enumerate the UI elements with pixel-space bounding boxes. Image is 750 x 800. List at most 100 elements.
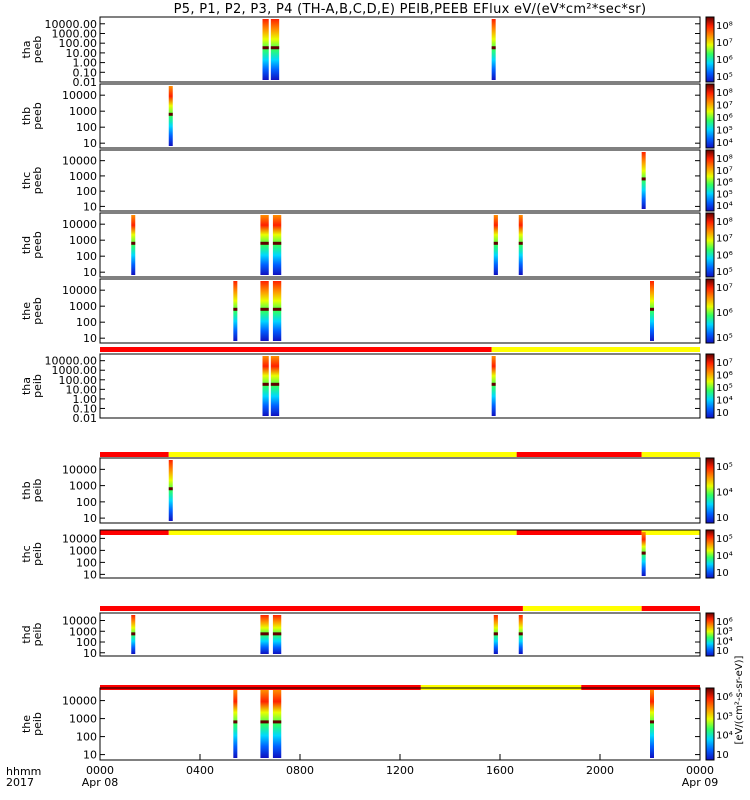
data-burst-peak <box>494 632 498 635</box>
data-burst-peak <box>494 242 498 245</box>
y-tick-label: 0.01 <box>73 412 98 425</box>
colorbar-tick-label: 10⁷ <box>716 358 733 369</box>
colorbar-tick-label: 10⁵ <box>716 126 733 137</box>
colorbar-tick-label: 10⁷ <box>716 101 733 112</box>
panel-frame <box>100 354 700 418</box>
y-tick-label: 0.01 <box>73 76 98 89</box>
colorbar-tick-label: 10⁵ <box>716 711 733 722</box>
y-tick-label: 100 <box>76 731 97 744</box>
colorbar-tick-label: 10⁴ <box>716 201 733 212</box>
status-bar-segment <box>100 452 169 457</box>
colorbar-tick-label: 10⁴ <box>716 551 733 562</box>
colorbar-tick-label: 10⁳ <box>716 568 729 579</box>
colorbar-tick-label: 10⁵ <box>716 383 733 394</box>
y-tick-label: 10000 <box>62 284 97 297</box>
data-burst-peak <box>233 308 237 311</box>
panel-frame <box>100 530 700 578</box>
data-burst <box>233 281 237 341</box>
spectrogram-panel: 10000 1000 100 10 thbpeeb 10⁸ 10⁷10⁶ 10⁵10⁴ <box>20 84 733 150</box>
colorbar-tick-label: 10⁳ <box>716 646 729 657</box>
panel-frame <box>100 213 700 277</box>
colorbar <box>706 613 714 656</box>
panel-frame <box>100 279 700 343</box>
data-burst-peak <box>169 487 173 490</box>
y-tick-label: 100 <box>76 185 97 198</box>
data-burst-peak <box>492 383 496 386</box>
colorbar-tick-label: 10⁴ <box>716 396 733 407</box>
panel-frame <box>100 458 700 523</box>
data-burst <box>260 281 268 341</box>
data-burst-peak <box>519 242 523 245</box>
colorbar-tick-label: 10⁳ <box>716 750 729 761</box>
spectrogram-panel: 10000100010010thcpeib10⁵10⁴10⁳ <box>20 530 733 581</box>
data-burst <box>642 152 646 209</box>
x-tick-label: 0400 <box>186 764 214 777</box>
data-burst-peak <box>492 46 496 49</box>
colorbar-tick-label: 10⁵ <box>716 189 733 200</box>
spectrogram-panel: 10000 1000 100 10 thbpeib 10⁵ 10⁴ 10⁳ <box>20 452 733 525</box>
colorbar-tick-label: 10⁵ <box>716 462 733 473</box>
colorbar-tick-label: 10⁷ <box>716 234 733 245</box>
data-burst <box>273 281 281 341</box>
data-burst-peak <box>650 308 654 311</box>
status-bar-segment <box>517 452 642 457</box>
data-burst <box>233 690 237 758</box>
y-axis-label: peib <box>31 479 44 503</box>
colorbar-tick-label: 10⁸ <box>716 154 733 165</box>
data-burst-peak <box>169 113 173 116</box>
data-burst-peak <box>271 46 279 49</box>
data-burst-peak <box>271 383 279 386</box>
spectrogram-panel: 10000 1000 100 10 thcpeeb 10⁸10⁷10⁶10⁵10⁴ <box>20 150 733 213</box>
colorbar <box>706 17 714 82</box>
y-tick-label: 10 <box>83 749 97 762</box>
x-tick-label: 1200 <box>386 764 414 777</box>
colorbar-tick-label: 10⁶ <box>716 308 733 319</box>
x-tick-label: 0800 <box>286 764 314 777</box>
y-axis-label: peib <box>31 374 44 398</box>
colorbar-tick-label: 10⁵ <box>716 534 733 545</box>
colorbar-tick-label: 10⁷ <box>716 283 733 294</box>
colorbar <box>706 84 714 148</box>
colorbar-tick-label: 10⁶ <box>716 55 733 66</box>
data-burst-peak <box>260 242 268 245</box>
colorbar <box>706 213 714 277</box>
status-bar-segment <box>169 530 517 535</box>
y-tick-label: 10 <box>83 647 97 660</box>
y-tick-label: 10000 <box>62 695 97 708</box>
y-axis-label: peib <box>31 623 44 647</box>
data-burst-peak <box>642 552 646 555</box>
y-tick-label: 100 <box>76 250 97 263</box>
colorbar-tick-label: 10⁶ <box>716 692 733 703</box>
colorbar-units-label: [eV/(cm²-s-sr-eV)] <box>734 655 745 744</box>
data-burst-peak <box>273 720 281 723</box>
spectrogram-panel: 10000100010010 thdpeib 10⁶10⁵10⁴10⁳ <box>20 606 733 660</box>
status-bar-segment <box>642 530 700 535</box>
status-bar-segment <box>642 452 700 457</box>
y-tick-label: 10 <box>83 332 97 345</box>
data-burst-peak <box>273 308 281 311</box>
y-tick-label: 1000 <box>69 105 97 118</box>
y-tick-label: 10000 <box>62 155 97 168</box>
spectrogram-panel: 10000.001000.00100.0010.001.000.100.01th… <box>20 347 733 425</box>
status-bar-segment <box>523 606 642 611</box>
colorbar-tick-label: 10⁸ <box>716 88 733 99</box>
colorbar <box>706 354 714 418</box>
data-burst <box>260 690 268 758</box>
data-burst-peak <box>263 46 269 49</box>
panel-frame <box>100 84 700 148</box>
data-burst <box>494 215 498 275</box>
y-tick-label: 100 <box>76 316 97 329</box>
colorbar-tick-label: 10⁶ <box>716 113 733 124</box>
colorbar <box>706 530 714 578</box>
status-bar-segment <box>642 606 700 611</box>
y-tick-label: 10000 <box>62 218 97 231</box>
colorbar <box>706 458 714 523</box>
y-tick-label: 1000 <box>69 713 97 726</box>
y-tick-label: 10 <box>83 137 97 150</box>
colorbar-tick-label: 10⁴ <box>716 488 733 499</box>
y-tick-label: 1000 <box>69 170 97 183</box>
data-burst <box>169 86 173 146</box>
colorbar-tick-label: 10⁴ <box>716 731 733 742</box>
